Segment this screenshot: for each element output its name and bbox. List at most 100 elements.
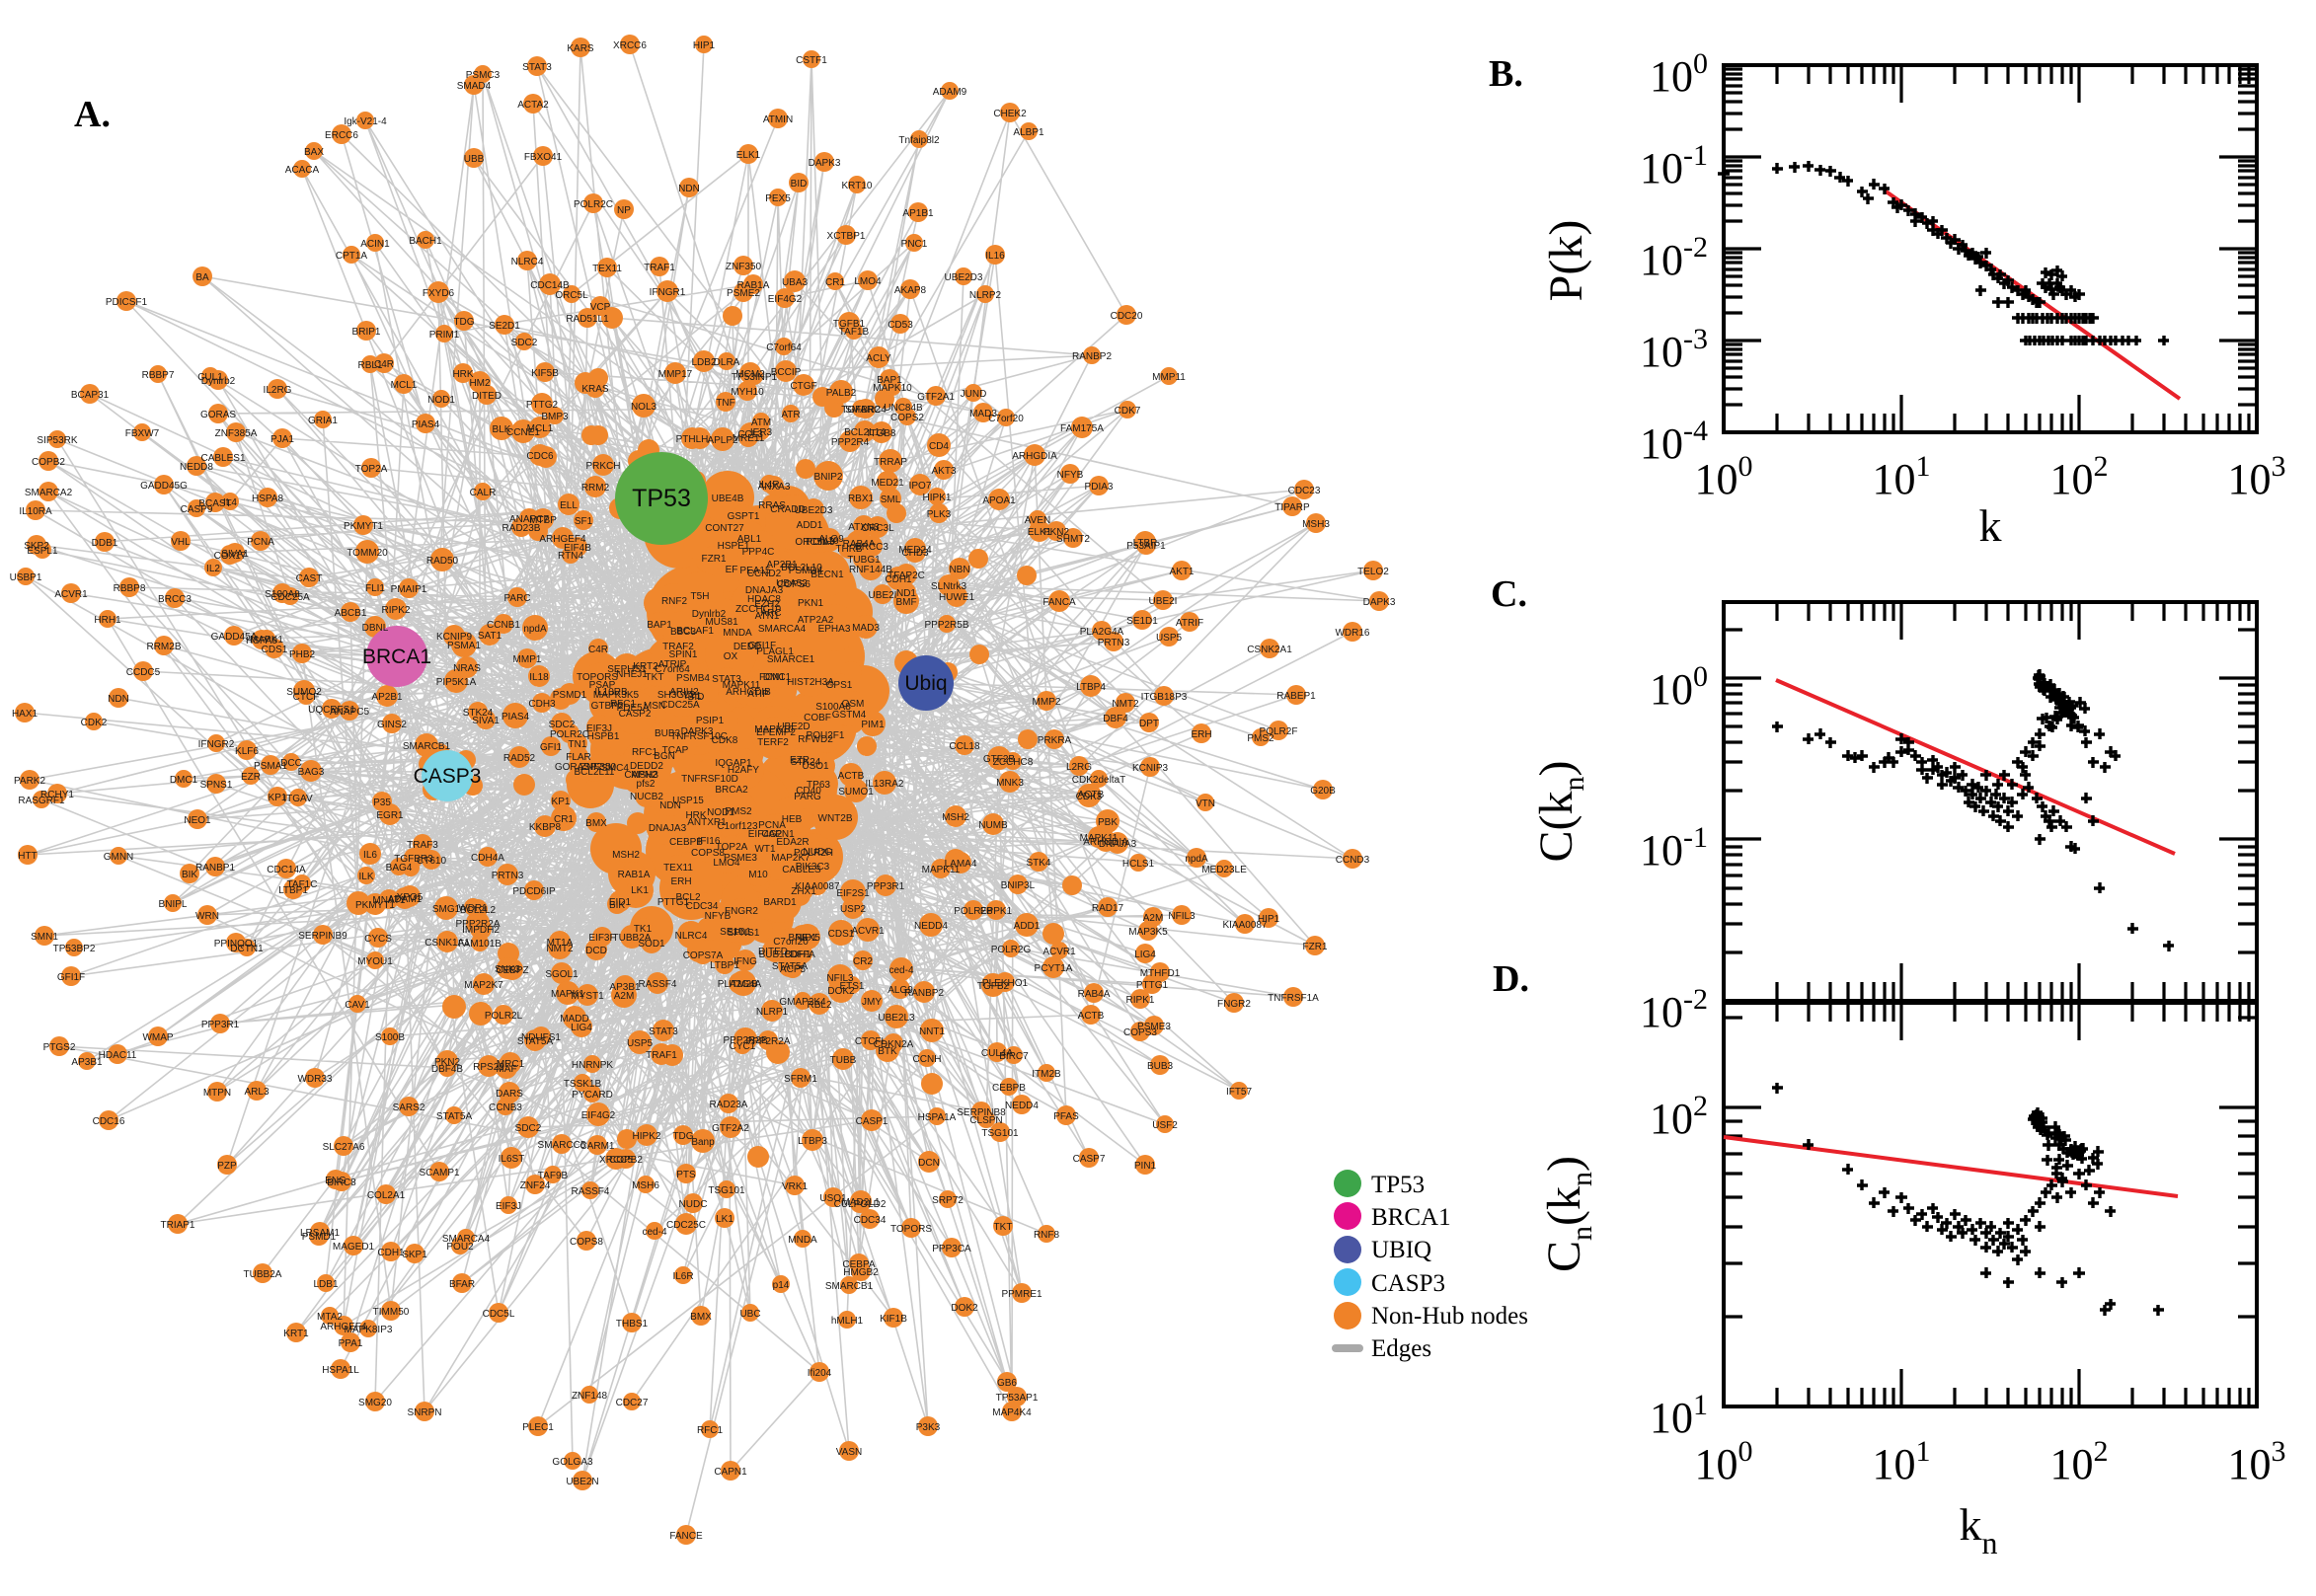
svg-text:NFYB: NFYB	[705, 911, 732, 922]
svg-text:TOP2A: TOP2A	[355, 464, 388, 475]
svg-text:C4R: C4R	[588, 645, 608, 655]
svg-text:VCP: VCP	[590, 302, 611, 313]
svg-text:CDC25A: CDC25A	[270, 592, 310, 603]
svg-text:NDUFS1: NDUFS1	[521, 1032, 561, 1043]
svg-text:EFEMP2: EFEMP2	[756, 727, 796, 738]
svg-text:PSIP1: PSIP1	[696, 716, 725, 726]
svg-text:TDG: TDG	[672, 1131, 693, 1142]
svg-text:DNAJA3: DNAJA3	[649, 823, 687, 834]
svg-text:MTBP: MTBP	[529, 515, 557, 526]
svg-text:ACLY: ACLY	[866, 353, 891, 364]
svg-text:MAPK1: MAPK1	[551, 989, 584, 1000]
svg-text:IL2RG: IL2RG	[264, 385, 292, 396]
svg-text:FLI1: FLI1	[365, 583, 385, 594]
svg-text:TKT: TKT	[646, 672, 664, 683]
svg-text:SF1: SF1	[575, 516, 593, 527]
svg-text:SMARCA4: SMARCA4	[442, 1234, 491, 1245]
svg-text:XRCC6: XRCC6	[613, 40, 647, 51]
svg-text:SPNS1: SPNS1	[200, 780, 233, 791]
svg-text:FXYD6: FXYD6	[423, 288, 455, 299]
svg-text:BIRC8: BIRC8	[327, 1178, 356, 1188]
svg-text:KRT10: KRT10	[842, 181, 873, 191]
svg-text:POLR2F: POLR2F	[1260, 726, 1298, 737]
svg-text:EIF4G2: EIF4G2	[768, 294, 803, 305]
svg-text:DITED: DITED	[758, 947, 788, 957]
svg-text:HRH1: HRH1	[94, 615, 121, 626]
svg-text:BAG4: BAG4	[386, 863, 413, 874]
svg-text:SEPHS1: SEPHS1	[607, 664, 647, 675]
svg-text:GORAS: GORAS	[200, 410, 236, 420]
svg-text:IL10RB: IL10RB	[594, 687, 628, 698]
svg-text:MTHFD1: MTHFD1	[1140, 968, 1181, 979]
svg-text:CEBPZ: CEBPZ	[496, 965, 528, 976]
svg-text:HEB: HEB	[782, 814, 803, 825]
svg-text:COBF: COBF	[804, 713, 831, 723]
svg-text:A.: A.	[74, 94, 111, 135]
svg-text:Igk-V21-4: Igk-V21-4	[344, 116, 387, 127]
svg-text:RBL1: RBL1	[357, 360, 382, 371]
svg-text:DNAJA3: DNAJA3	[1099, 839, 1137, 850]
svg-text:PCNA: PCNA	[758, 820, 786, 831]
svg-text:MMP17: MMP17	[658, 369, 693, 380]
svg-text:UBE2D: UBE2D	[777, 722, 810, 732]
svg-text:RFC1: RFC1	[697, 1425, 724, 1436]
svg-text:TAF1C: TAF1C	[287, 879, 318, 890]
svg-text:SDC2: SDC2	[515, 1123, 542, 1134]
svg-text:MSN: MSN	[644, 701, 665, 712]
svg-text:XPO5: XPO5	[397, 892, 424, 903]
svg-text:AKT3: AKT3	[931, 466, 956, 477]
svg-text:EPHA3: EPHA3	[818, 624, 851, 635]
svg-text:CDC27: CDC27	[616, 1398, 649, 1408]
svg-text:NFYB: NFYB	[1057, 470, 1084, 481]
svg-text:CALR: CALR	[470, 488, 497, 498]
svg-text:TP53: TP53	[632, 485, 691, 512]
svg-text:CDH3: CDH3	[528, 699, 556, 710]
svg-text:CUL4A: CUL4A	[981, 1048, 1014, 1059]
svg-text:CCL3: CCL3	[737, 429, 763, 440]
svg-text:POU2F1: POU2F1	[807, 730, 845, 741]
svg-text:MSH6: MSH6	[632, 1180, 659, 1191]
svg-text:10-2: 10-2	[1640, 231, 1708, 284]
svg-text:TUBB2A: TUBB2A	[244, 1269, 282, 1280]
svg-text:SIP53RK: SIP53RK	[37, 435, 77, 446]
svg-text:POLR2L: POLR2L	[485, 1011, 523, 1022]
svg-text:P35: P35	[373, 798, 391, 808]
svg-text:TNFRSF10D: TNFRSF10D	[681, 774, 738, 785]
svg-text:PHB2: PHB2	[289, 649, 316, 660]
svg-text:PSAP: PSAP	[589, 680, 616, 691]
svg-text:EIF4B: EIF4B	[564, 543, 591, 554]
svg-text:P53AIP1: P53AIP1	[1126, 541, 1166, 552]
svg-text:PFAS: PFAS	[1053, 1111, 1079, 1122]
svg-text:SE2D1: SE2D1	[489, 321, 520, 332]
svg-text:NDN: NDN	[108, 694, 129, 705]
svg-text:PPP3CA: PPP3CA	[932, 1244, 971, 1254]
svg-text:UQCRFS1: UQCRFS1	[308, 705, 355, 716]
svg-text:PSMD1: PSMD1	[302, 1232, 337, 1243]
svg-text:ERH: ERH	[1191, 729, 1211, 740]
svg-text:DDB1: DDB1	[92, 538, 118, 549]
svg-text:TFAP2C: TFAP2C	[888, 570, 925, 581]
svg-text:HSPA1L: HSPA1L	[322, 1365, 359, 1376]
svg-text:CDK3: CDK3	[1076, 792, 1103, 802]
svg-text:THRB: THRB	[835, 544, 863, 555]
svg-text:pfs2: pfs2	[637, 779, 656, 790]
svg-text:ZNF350: ZNF350	[726, 262, 762, 272]
svg-text:MAPK8IP3: MAPK8IP3	[345, 1325, 393, 1335]
svg-text:PIN1: PIN1	[1134, 1161, 1157, 1172]
svg-text:TRAF1: TRAF1	[644, 263, 675, 273]
svg-text:EIF3J: EIF3J	[496, 1201, 521, 1212]
svg-text:ACP5: ACP5	[780, 964, 807, 975]
svg-text:TK1: TK1	[634, 924, 653, 935]
svg-text:POLR2C: POLR2C	[550, 729, 589, 740]
svg-text:KRT1: KRT1	[283, 1329, 309, 1339]
svg-text:OX: OX	[724, 651, 738, 662]
svg-text:UBE4B: UBE4B	[712, 494, 744, 504]
svg-text:PLEC1: PLEC1	[522, 1422, 554, 1433]
svg-text:PPP2R2B: PPP2R2B	[723, 1035, 767, 1046]
svg-text:C7orf64: C7orf64	[655, 664, 690, 675]
svg-text:BECN1: BECN1	[811, 570, 844, 580]
svg-text:GOLGA3: GOLGA3	[552, 1457, 593, 1468]
svg-text:RAD23A: RAD23A	[710, 1100, 748, 1110]
svg-text:TSG101: TSG101	[981, 1128, 1019, 1139]
svg-text:BCAP31: BCAP31	[71, 390, 110, 401]
